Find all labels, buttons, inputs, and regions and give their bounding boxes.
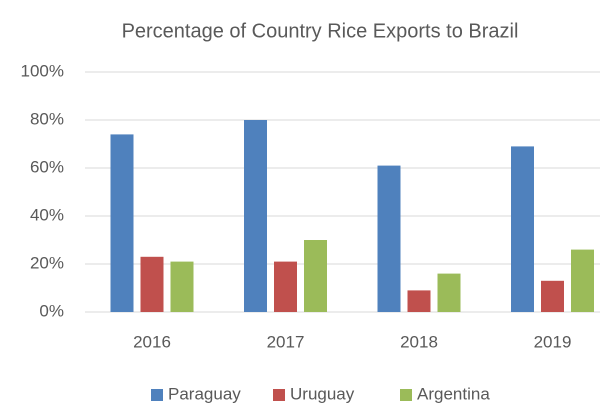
x-tick-label: 2018 — [400, 332, 438, 351]
chart-title: Percentage of Country Rice Exports to Br… — [122, 20, 519, 42]
legend-swatch — [273, 389, 285, 401]
y-tick-label: 60% — [30, 157, 64, 176]
bar — [377, 165, 401, 312]
bar — [437, 273, 461, 312]
legend-swatch — [151, 389, 163, 401]
bar — [244, 120, 267, 312]
x-tick-label: 2016 — [133, 332, 171, 351]
bar — [304, 240, 327, 312]
legend-label: Uruguay — [290, 384, 355, 403]
y-tick-label: 20% — [30, 253, 64, 272]
bar — [407, 290, 431, 312]
y-tick-label: 80% — [30, 109, 64, 128]
bar — [274, 261, 297, 312]
x-tick-label: 2019 — [534, 332, 572, 351]
bar — [511, 146, 534, 312]
legend-swatch — [400, 389, 412, 401]
bar — [541, 280, 564, 312]
bar — [140, 256, 164, 312]
bar — [571, 249, 594, 312]
bar — [110, 134, 134, 312]
legend-label: Argentina — [417, 384, 490, 403]
bar — [170, 261, 194, 312]
y-tick-label: 40% — [30, 205, 64, 224]
y-tick-label: 100% — [21, 61, 64, 80]
x-tick-label: 2017 — [267, 332, 305, 351]
y-tick-label: 0% — [39, 301, 64, 320]
legend-label: Paraguay — [168, 384, 241, 403]
